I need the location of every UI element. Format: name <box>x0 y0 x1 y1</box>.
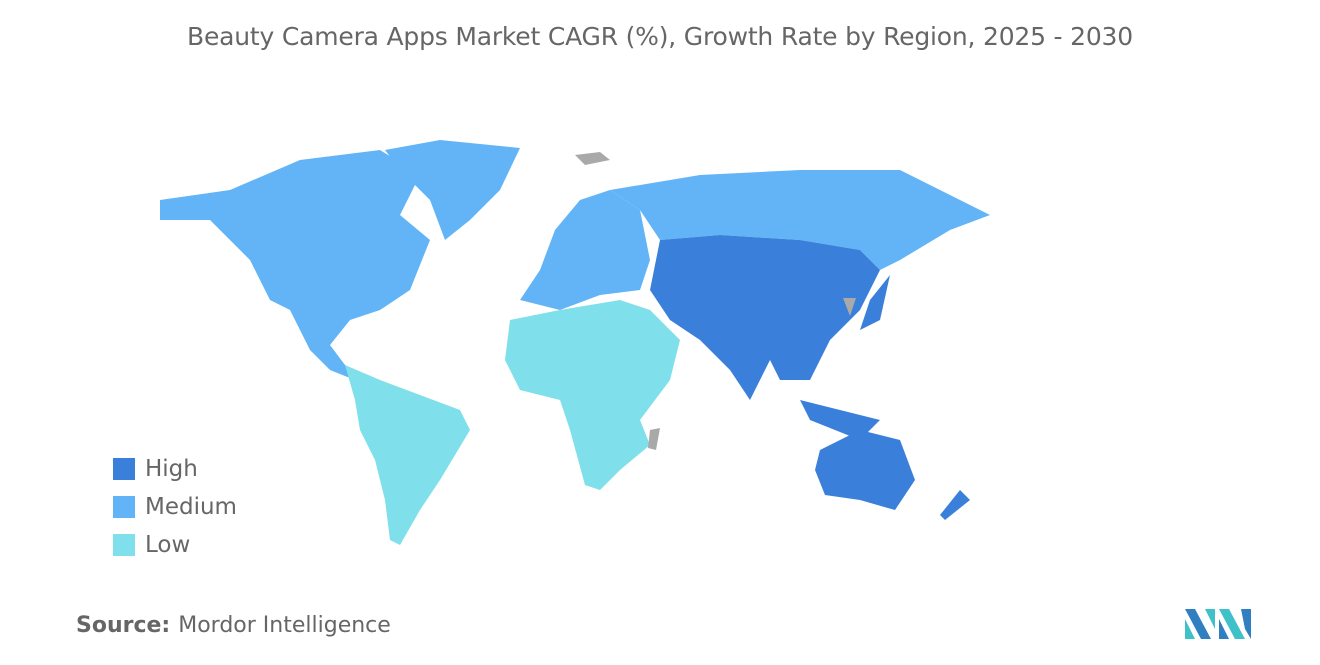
legend-label: Medium <box>145 494 237 520</box>
region-korea-no-data <box>843 298 856 316</box>
legend-item-high: High <box>113 450 237 488</box>
region-north-america <box>160 150 430 385</box>
mordor-logo <box>1185 609 1251 639</box>
legend-swatch-medium <box>113 496 135 518</box>
legend-item-low: Low <box>113 526 237 564</box>
legend: High Medium Low <box>113 450 237 564</box>
region-middle-east-africa <box>505 300 680 490</box>
region-south-america <box>345 365 470 545</box>
region-australia <box>815 430 915 510</box>
source-label: Source: <box>76 613 171 638</box>
legend-item-medium: Medium <box>113 488 237 526</box>
region-europe <box>520 190 650 310</box>
region-asia <box>650 235 880 400</box>
chart-title: Beauty Camera Apps Market CAGR (%), Grow… <box>187 22 1133 51</box>
legend-label: High <box>145 456 198 482</box>
region-japan <box>860 275 890 330</box>
region-new-zealand <box>940 490 970 520</box>
source-value: Mordor Intelligence <box>178 613 391 638</box>
region-madagascar-no-data <box>648 428 660 450</box>
legend-swatch-high <box>113 458 135 480</box>
legend-label: Low <box>145 532 191 558</box>
legend-swatch-low <box>113 534 135 556</box>
region-russia <box>610 170 990 270</box>
region-svalbard-no-data <box>575 152 610 165</box>
region-greenland <box>385 140 520 240</box>
source-note: Source: Mordor Intelligence <box>76 613 391 638</box>
